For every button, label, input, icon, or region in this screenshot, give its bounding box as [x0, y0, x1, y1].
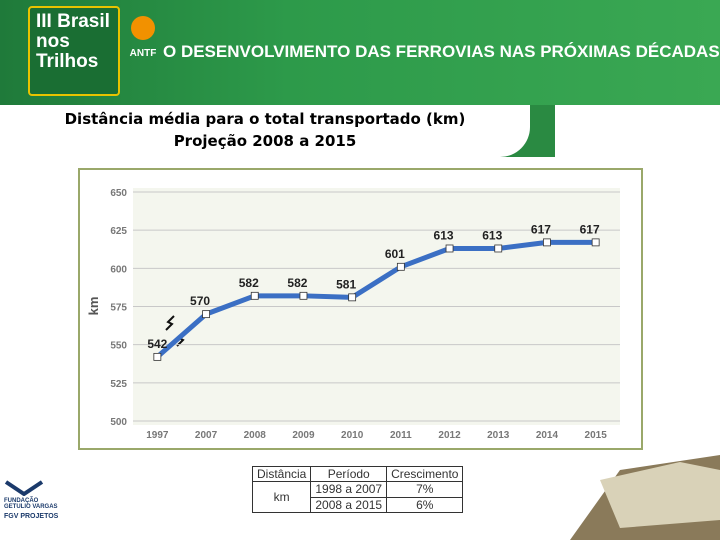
x-tick-label: 2007 — [195, 430, 218, 441]
data-label: 542 — [147, 337, 167, 351]
summary-table: Distância Período Crescimento km 1998 a 200… — [251, 466, 464, 513]
event-logo: III Brasil nos Trilhos — [28, 6, 120, 96]
x-tick-label: 2014 — [536, 430, 559, 441]
header-title: O DESENVOLVIMENTO DAS FERROVIAS NAS PRÓX… — [163, 42, 720, 61]
y-tick-label: 625 — [110, 226, 127, 237]
x-tick-label: 2012 — [438, 430, 461, 441]
y-tick-label: 525 — [110, 379, 127, 390]
data-label: 581 — [336, 277, 356, 291]
data-marker — [396, 262, 405, 271]
fgv-line: FUNDAÇÃO — [4, 498, 39, 504]
x-tick-label: 1997 — [146, 430, 169, 441]
x-tick-label: 2015 — [585, 430, 608, 441]
data-marker — [543, 238, 551, 247]
fgv-mark — [4, 480, 44, 497]
table-header: Crescimento — [386, 466, 464, 482]
data-marker — [348, 293, 357, 302]
data-label: 582 — [239, 276, 259, 290]
table-header: Período — [310, 466, 388, 482]
table-cell: 7% — [386, 481, 464, 498]
header-band — [0, 0, 720, 105]
data-label: 582 — [287, 276, 307, 290]
y-tick-label: 600 — [110, 264, 127, 275]
logo-line: Trilhos — [36, 51, 99, 72]
fgv-line: GETULIO VARGAS — [4, 504, 58, 510]
data-label: 617 — [580, 222, 600, 236]
title-line: Projeção 2008 a 2015 — [173, 132, 357, 150]
fgv-line: FGV PROJETOS — [4, 513, 59, 520]
table-cell: km — [251, 481, 312, 513]
y-tick-label: 575 — [110, 303, 127, 314]
x-tick-label: 2008 — [244, 430, 267, 441]
table-cell: 1998 a 2007 — [310, 481, 388, 498]
data-line — [155, 239, 596, 359]
data-label: 617 — [531, 222, 551, 236]
data-marker — [591, 238, 600, 247]
x-tick-label: 2011 — [390, 430, 412, 441]
y-tick-label: 550 — [110, 341, 127, 352]
logo-line: III Brasil — [36, 11, 110, 32]
data-marker — [153, 352, 162, 361]
data-marker — [494, 244, 503, 253]
x-tick-label: 2013 — [487, 430, 510, 441]
y-tick-label: 500 — [110, 417, 127, 428]
data-label: 613 — [434, 228, 454, 242]
antf-logo: ANTF — [124, 10, 162, 70]
data-marker — [250, 291, 259, 300]
data-label: 570 — [190, 294, 210, 308]
data-label: 601 — [385, 247, 405, 261]
table-cell: 6% — [386, 496, 464, 513]
x-tick-label: 2009 — [292, 430, 315, 441]
table-header: Distância — [251, 466, 312, 482]
fgv-logo: FUNDAÇÃO GETULIO VARGAS FGV PROJETOS — [4, 480, 64, 520]
y-tick-label: 650 — [110, 188, 127, 199]
y-axis-label: km — [86, 297, 101, 316]
train-image — [600, 462, 720, 528]
table-cell: 2008 a 2015 — [310, 496, 388, 513]
logo-line: nos — [36, 31, 70, 52]
data-label: 613 — [482, 228, 502, 242]
data-marker — [445, 244, 454, 253]
data-marker — [202, 310, 210, 319]
data-marker — [299, 291, 308, 300]
slide-title: Distância média para o total transportad… — [0, 105, 530, 157]
title-line: Distância média para o total transportad… — [64, 110, 466, 128]
x-tick-label: 2010 — [341, 430, 364, 441]
